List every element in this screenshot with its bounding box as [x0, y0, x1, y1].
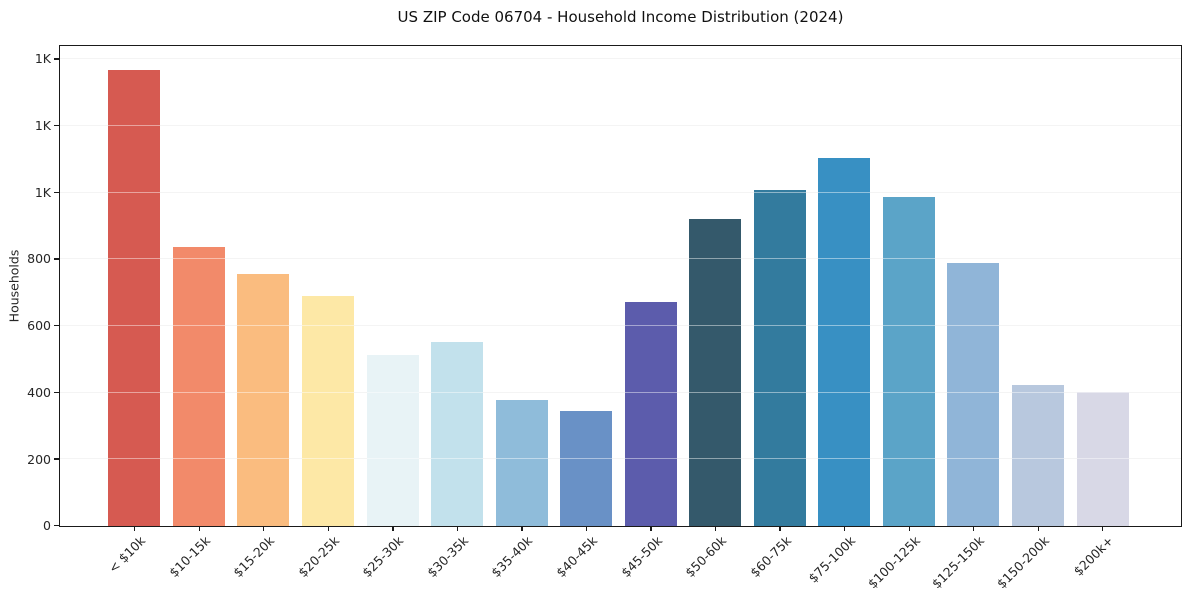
x-tick-mark	[585, 526, 588, 532]
y-tick-label: 800	[27, 251, 51, 267]
gridline-overlay	[60, 324, 1181, 326]
x-tick-mark	[392, 526, 394, 532]
y-tick-mark	[54, 58, 59, 60]
plot-area	[59, 45, 1182, 527]
bar	[624, 301, 677, 526]
x-tick-mark	[973, 526, 975, 532]
bar	[1076, 392, 1129, 526]
bar	[431, 341, 484, 526]
y-tick-mark	[54, 391, 59, 393]
y-tick-mark	[54, 191, 59, 193]
y-tick-mark	[54, 258, 59, 260]
bar	[495, 399, 548, 526]
y-tick-label: 1K	[34, 51, 51, 67]
x-tick-mark	[198, 526, 200, 532]
gridline	[60, 324, 1181, 326]
x-tick-mark	[1102, 526, 1104, 532]
gridline-overlay	[60, 58, 1181, 60]
y-tick-mark	[54, 124, 59, 127]
y-tick-label: 0	[43, 518, 51, 534]
x-tick-mark	[908, 526, 910, 532]
x-tick-mark	[134, 526, 136, 532]
gridline-overlay	[60, 258, 1181, 260]
bar	[560, 410, 613, 526]
gridline	[60, 258, 1181, 260]
chart-title: US ZIP Code 06704 - Household Income Dis…	[397, 8, 844, 26]
bar	[237, 273, 290, 526]
bar	[172, 246, 225, 526]
bar	[818, 157, 871, 526]
x-tick-mark	[714, 526, 717, 532]
bar	[366, 355, 419, 526]
x-tick-mark	[1037, 526, 1039, 532]
gridline-overlay	[60, 124, 1181, 126]
bar	[882, 197, 935, 526]
y-tick-label: 200	[27, 451, 51, 467]
y-tick-mark	[54, 325, 59, 327]
x-tick-mark	[779, 526, 781, 532]
y-tick-label: 600	[27, 318, 51, 334]
y-tick-label: 1K	[34, 184, 51, 200]
bar	[302, 295, 355, 526]
y-tick-label: 400	[27, 384, 51, 400]
bar	[947, 262, 1000, 526]
gridline	[60, 124, 1181, 126]
x-tick-mark	[263, 526, 265, 532]
y-tick-mark	[54, 458, 59, 460]
gridline	[60, 58, 1181, 60]
gridline	[60, 458, 1181, 460]
bar	[1011, 384, 1064, 526]
bar	[753, 189, 806, 526]
gridline-overlay	[60, 191, 1181, 193]
gridline	[60, 391, 1181, 393]
bar	[689, 218, 742, 526]
bar	[108, 69, 161, 526]
gridline-overlay	[60, 391, 1181, 393]
gridline-overlay	[60, 458, 1181, 460]
x-tick-mark	[521, 526, 523, 532]
x-tick-mark	[650, 526, 652, 532]
x-tick-mark	[843, 526, 846, 532]
gridline	[60, 191, 1181, 193]
y-tick-mark	[54, 525, 59, 527]
x-tick-mark	[327, 526, 329, 532]
x-tick-mark	[456, 526, 459, 532]
y-tick-label: 1K	[34, 118, 51, 134]
